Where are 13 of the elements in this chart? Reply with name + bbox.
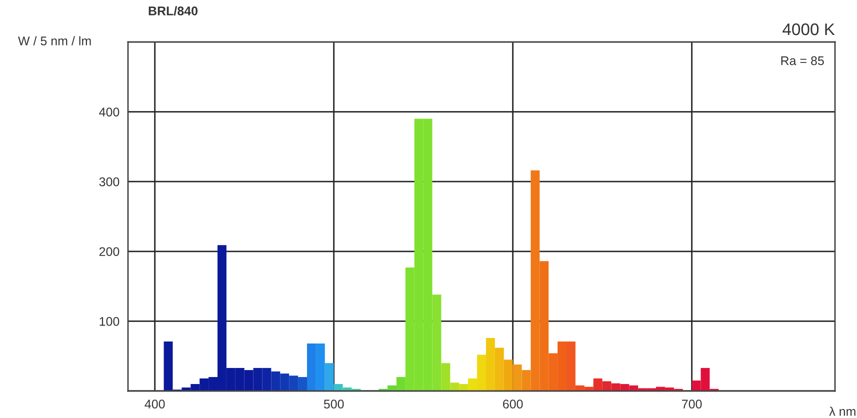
y-tick-label: 400 [99, 108, 120, 116]
text: 4000 K [782, 23, 835, 36]
annotation: Ra = 85 [781, 56, 824, 66]
x-tick-label: 400 [144, 400, 165, 409]
x-tick-label: 500 [324, 400, 344, 409]
y-tick-label: 200 [99, 247, 120, 256]
y-tick-label: 100 [100, 317, 120, 326]
x-tick-label: 600 [503, 400, 523, 409]
y-tick-label: 300 [99, 177, 120, 186]
x-axis-title: λ nm [829, 406, 856, 416]
x-tick-label: 700 [682, 400, 702, 409]
y-axis-title: W / 5 nm / lm [18, 36, 91, 46]
chart-title: BRL/840 [148, 6, 198, 16]
